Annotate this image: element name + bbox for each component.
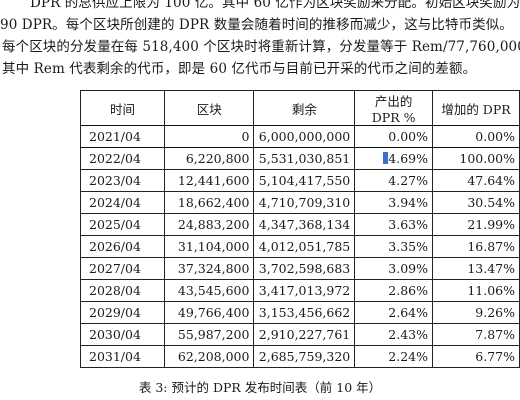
paragraph-line-1: DPR 的总供应上限为 100 亿。其中 60 亿作为区块奖励来分配。初始区块奖… bbox=[30, 0, 520, 11]
dpr-added-cell: 0.00% bbox=[432, 125, 520, 148]
dpr-produced-cell: 3.09% bbox=[354, 257, 433, 280]
block-cell: 49,766,400 bbox=[164, 301, 255, 324]
cell-text: 4.69% bbox=[388, 151, 428, 166]
table-row: 2026/04 31,104,000 4,012,051,785 3.35% 16.87… bbox=[79, 235, 520, 258]
year-cell: 2029/04 bbox=[79, 301, 166, 324]
block-cell: 18,662,400 bbox=[164, 191, 255, 214]
dpr-added-cell: 47.64% bbox=[432, 169, 520, 192]
remaining-cell: 2,685,759,320 bbox=[253, 345, 356, 368]
block-cell: 12,441,600 bbox=[164, 169, 255, 192]
block-cell: 37,324,800 bbox=[164, 257, 255, 280]
year-cell: 2023/04 bbox=[79, 169, 166, 192]
dpr-added-cell: 13.47% bbox=[432, 257, 520, 280]
remaining-cell: 3,153,456,662 bbox=[253, 301, 356, 324]
year-cell: 2030/04 bbox=[79, 323, 166, 346]
header-block: 区块 bbox=[164, 90, 255, 126]
paragraph-line-4: 其中 Rem 代表剩余的代币，即是 60 亿代币与目前已开采的代币之间的差额。 bbox=[2, 61, 477, 77]
block-cell: 6,220,800 bbox=[164, 147, 255, 170]
remaining-cell: 4,012,051,785 bbox=[253, 235, 356, 258]
block-cell: 24,883,200 bbox=[164, 213, 255, 236]
dpr-release-table: 时间 区块 剩余 产出的 DPR % 增加的 DPR 2021/04 0 6,000… bbox=[79, 90, 520, 368]
body-paragraph: DPR 的总供应上限为 100 亿。其中 60 亿作为区块奖励来分配。初始区块奖… bbox=[0, 0, 520, 80]
paragraph-line-3: 每个区块的分发量在每 518,400 个区块时将重新计算，分发量等于 Rem/7… bbox=[2, 39, 520, 55]
remaining-cell: 4,347,368,134 bbox=[253, 213, 356, 236]
remaining-cell: 2,910,227,761 bbox=[253, 323, 356, 346]
header-remaining: 剩余 bbox=[253, 90, 356, 126]
table-body: 2021/04 0 6,000,000,000 0.00% 0.00% 2022/04 6,… bbox=[79, 125, 520, 368]
dpr-added-cell: 7.87% bbox=[432, 323, 520, 346]
remaining-cell: 3,702,598,683 bbox=[253, 257, 356, 280]
table-header-row: 时间 区块 剩余 产出的 DPR % 增加的 DPR bbox=[79, 90, 520, 126]
year-cell: 2022/04 bbox=[79, 147, 166, 170]
dpr-added-cell: 21.99% bbox=[432, 213, 520, 236]
table-row: 2024/04 18,662,400 4,710,709,310 3.94% 30.54… bbox=[79, 191, 520, 214]
dpr-added-cell: 16.87% bbox=[432, 235, 520, 258]
block-cell: 43,545,600 bbox=[164, 279, 255, 302]
dpr-produced-cell: 0.00% bbox=[354, 125, 433, 148]
block-cell: 0 bbox=[164, 125, 255, 148]
dpr-produced-cell: 4.27% bbox=[354, 169, 433, 192]
year-cell: 2024/04 bbox=[79, 191, 166, 214]
year-cell: 2027/04 bbox=[79, 257, 166, 280]
year-cell: 2021/04 bbox=[79, 125, 166, 148]
header-dpr-added: 增加的 DPR bbox=[432, 90, 520, 126]
block-cell: 62,208,000 bbox=[164, 345, 255, 368]
dpr-produced-cell: 2.43% bbox=[354, 323, 433, 346]
table-row: 2029/04 49,766,400 3,153,456,662 2.64% 9.26% bbox=[79, 301, 520, 324]
year-cell: 2028/04 bbox=[79, 279, 166, 302]
text-cursor-icon bbox=[383, 152, 389, 164]
table-row: 2028/04 43,545,600 3,417,013,972 2.86% 11.06… bbox=[79, 279, 520, 302]
dpr-produced-cell: 3.94% bbox=[354, 191, 433, 214]
table-row: 2030/04 55,987,200 2,910,227,761 2.43% 7.87% bbox=[79, 323, 520, 346]
paragraph-line-2: 90 DPR。每个区块所创建的 DPR 数量会随着时间的推移而减少，这与比特币类… bbox=[0, 17, 513, 33]
header-dpr-produced-pct: 产出的 DPR % bbox=[354, 90, 433, 126]
remaining-cell: 5,104,417,550 bbox=[253, 169, 356, 192]
remaining-cell: 5,531,030,851 bbox=[253, 147, 356, 170]
table-row: 2021/04 0 6,000,000,000 0.00% 0.00% bbox=[79, 125, 520, 148]
table-caption: 表 3: 预计的 DPR 发布时间表（前 10 年） bbox=[138, 380, 382, 395]
remaining-cell: 3,417,013,972 bbox=[253, 279, 356, 302]
dpr-produced-cell: 2.86% bbox=[354, 279, 433, 302]
dpr-added-cell: 100.00% bbox=[432, 147, 520, 170]
remaining-cell: 6,000,000,000 bbox=[253, 125, 356, 148]
year-cell: 2026/04 bbox=[79, 235, 166, 258]
block-cell: 31,104,000 bbox=[164, 235, 255, 258]
year-cell: 2025/04 bbox=[79, 213, 166, 236]
dpr-produced-cell: 2.64% bbox=[354, 301, 433, 324]
dpr-added-cell: 30.54% bbox=[432, 191, 520, 214]
table-row: 2027/04 37,324,800 3,702,598,683 3.09% 13.47… bbox=[79, 257, 520, 280]
header-time: 时间 bbox=[79, 90, 166, 126]
year-cell: 2031/04 bbox=[79, 345, 166, 368]
table-row: 2022/04 6,220,800 5,531,030,851 4.69% 100.00… bbox=[79, 147, 520, 170]
dpr-produced-cell: 3.35% bbox=[354, 235, 433, 258]
remaining-cell: 4,710,709,310 bbox=[253, 191, 356, 214]
block-cell: 55,987,200 bbox=[164, 323, 255, 346]
dpr-added-cell: 9.26% bbox=[432, 301, 520, 324]
table-row: 2031/04 62,208,000 2,685,759,320 2.24% 6.77% bbox=[79, 345, 520, 368]
dpr-added-cell: 6.77% bbox=[432, 345, 520, 368]
dpr-produced-cell: 4.69% bbox=[354, 147, 433, 170]
dpr-produced-cell: 3.63% bbox=[354, 213, 433, 236]
dpr-produced-cell: 2.24% bbox=[354, 345, 433, 368]
dpr-added-cell: 11.06% bbox=[432, 279, 520, 302]
table-row: 2025/04 24,883,200 4,347,368,134 3.63% 21.99… bbox=[79, 213, 520, 236]
table-row: 2023/04 12,441,600 5,104,417,550 4.27% 47.64… bbox=[79, 169, 520, 192]
